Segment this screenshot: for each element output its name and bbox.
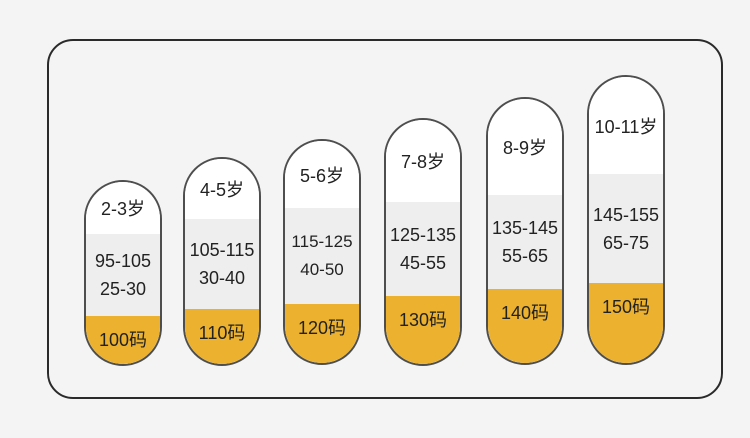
size-range: 145-155 65-75 [589,174,663,283]
age-label: 2-3岁 [100,199,145,219]
size-range: 105-115 30-40 [185,219,259,309]
height-range: 135-145 [491,218,559,238]
age-label: 8-9岁 [502,138,547,158]
age-label: 10-11岁 [594,116,658,137]
weight-range: 25-30 [99,279,147,299]
size-pill-130: 7-8岁 125-135 45-55 130码 [384,118,462,366]
size-pill-110: 4-5岁 105-115 30-40 110码 [183,157,261,366]
weight-range: 55-65 [501,246,549,266]
height-range: 145-155 [592,204,660,225]
size-pill-120: 5-6岁 115-125 40-50 120码 [283,139,361,365]
size-pill-100: 2-3岁 95-105 25-30 100码 [84,180,162,366]
size-code-label: 140码 [500,303,550,323]
weight-range: 45-55 [399,253,447,273]
size-code: 150码 [589,283,663,363]
size-code: 110码 [185,309,259,364]
height-range: 105-115 [189,240,255,260]
height-range: 115-125 [291,232,353,251]
weight-range: 65-75 [602,232,650,253]
size-code: 130码 [386,296,460,364]
size-code-label: 120码 [297,318,347,338]
size-range: 135-145 55-65 [488,195,562,289]
age-range: 8-9岁 [488,99,562,195]
size-code-label: 150码 [601,297,651,317]
age-range: 7-8岁 [386,120,460,202]
size-code: 140码 [488,289,562,363]
size-pill-140: 8-9岁 135-145 55-65 140码 [486,97,564,365]
size-range: 95-105 25-30 [86,234,160,316]
height-range: 95-105 [94,251,152,271]
size-pill-150: 10-11岁 145-155 65-75 150码 [587,75,665,365]
weight-range: 30-40 [198,268,246,288]
size-range: 125-135 45-55 [386,202,460,296]
weight-range: 40-50 [300,260,344,279]
age-label: 7-8岁 [400,152,445,172]
age-label: 5-6岁 [299,165,344,186]
size-range: 115-125 40-50 [285,208,359,304]
size-code-label: 100码 [98,330,148,350]
size-code-label: 110码 [198,323,246,343]
age-range: 4-5岁 [185,159,259,219]
age-label: 4-5岁 [199,180,244,200]
age-range: 2-3岁 [86,182,160,234]
size-code: 120码 [285,304,359,363]
height-range: 125-135 [389,225,457,245]
size-code-label: 130码 [398,310,448,330]
age-range: 10-11岁 [589,77,663,174]
age-range: 5-6岁 [285,141,359,208]
